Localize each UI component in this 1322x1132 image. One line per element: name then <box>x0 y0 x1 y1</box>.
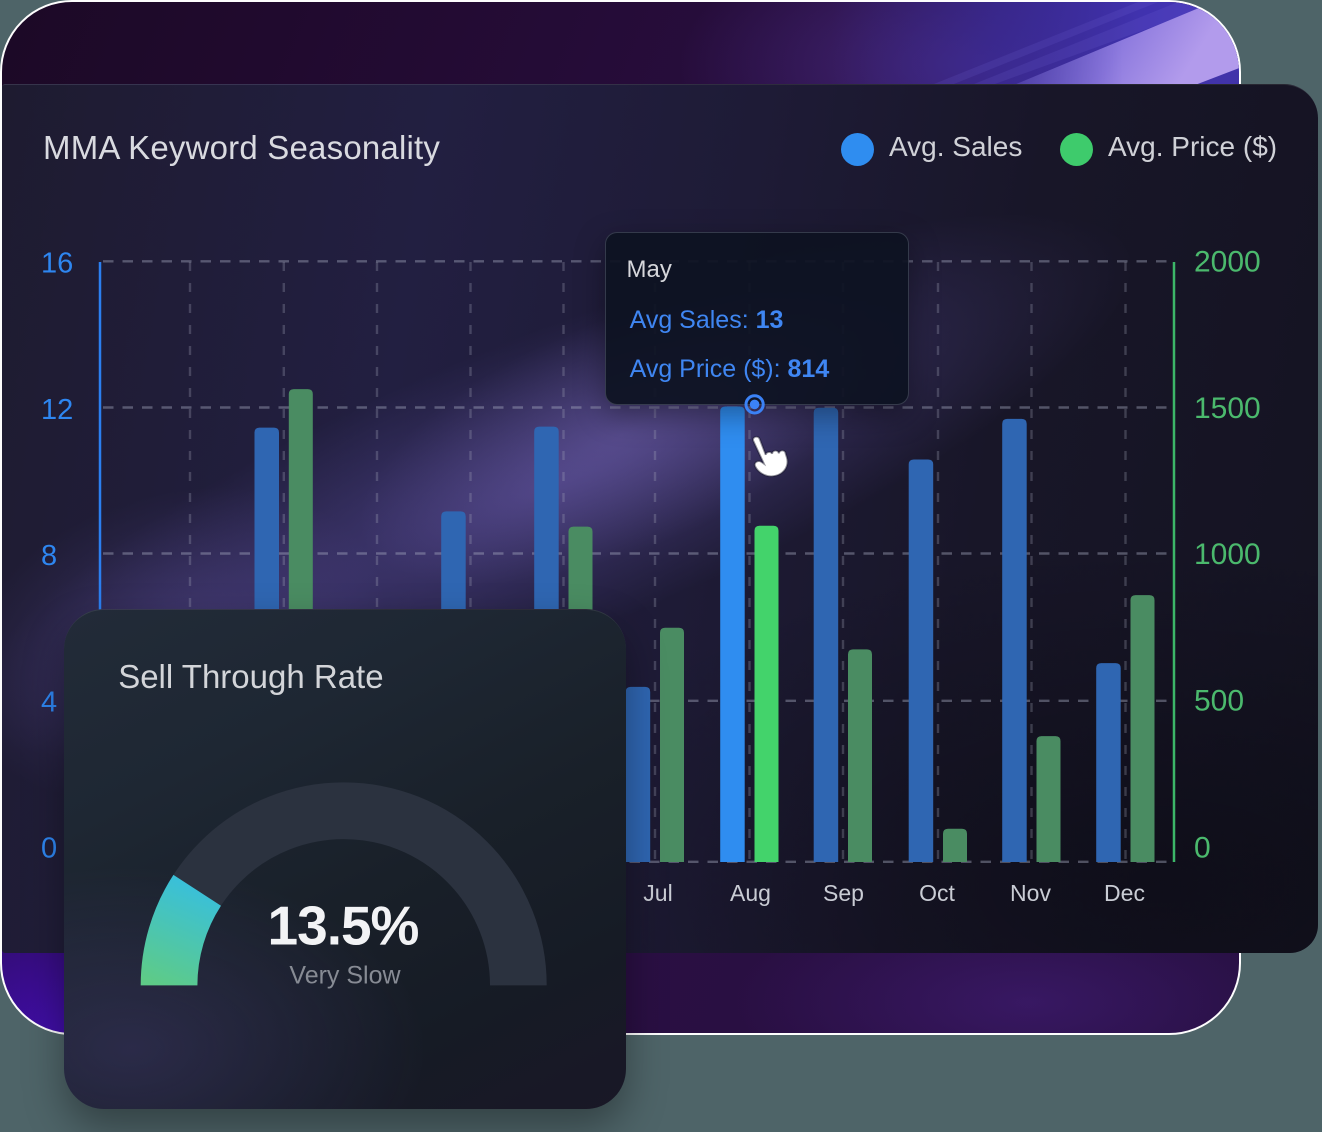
svg-text:4: 4 <box>41 686 57 718</box>
svg-text:Dec: Dec <box>1104 880 1145 906</box>
svg-text:1000: 1000 <box>1194 538 1261 571</box>
svg-text:Very Slow: Very Slow <box>289 961 401 989</box>
svg-text:Oct: Oct <box>919 880 955 906</box>
svg-text:Jul: Jul <box>643 880 672 906</box>
svg-text:2000: 2000 <box>1194 246 1261 279</box>
svg-text:8: 8 <box>41 540 57 572</box>
svg-text:13.5%: 13.5% <box>268 895 419 957</box>
svg-text:12: 12 <box>41 394 73 426</box>
svg-text:Aug: Aug <box>730 880 771 906</box>
svg-text:1500: 1500 <box>1194 392 1261 425</box>
svg-text:0: 0 <box>41 833 57 865</box>
svg-text:0: 0 <box>1194 832 1211 865</box>
svg-text:16: 16 <box>41 248 73 280</box>
svg-text:Nov: Nov <box>1010 880 1051 906</box>
svg-text:500: 500 <box>1194 684 1244 717</box>
svg-text:Sep: Sep <box>823 880 864 906</box>
